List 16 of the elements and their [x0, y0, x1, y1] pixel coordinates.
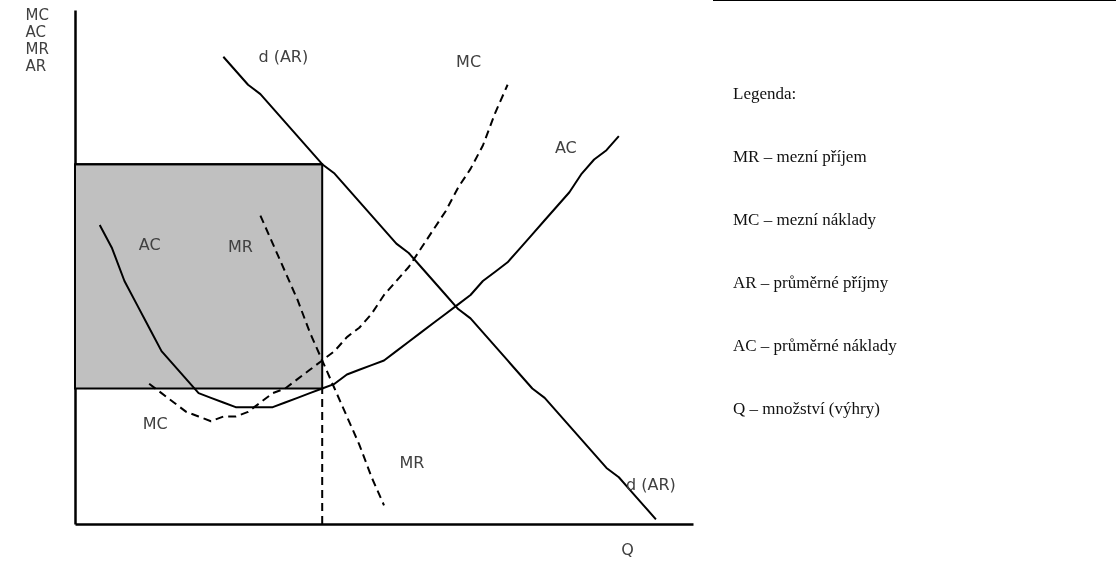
text: AC – průměrné náklady [733, 336, 897, 357]
text: MR [399, 453, 425, 473]
series-label: MR [227, 236, 253, 256]
text: AC [138, 234, 161, 254]
series-label: AC [554, 138, 577, 158]
x-axis-title: Q [621, 539, 634, 559]
text: Q – množství (výhry) [733, 399, 881, 420]
text: Legenda: [733, 84, 798, 105]
series-label: d (AR) [626, 475, 676, 495]
text: AR – průměrné příjmy [733, 273, 890, 294]
text: MC – mezní náklady [733, 210, 878, 231]
y-axis-title: MC AC MR AR [25, 5, 49, 75]
text: MC [456, 51, 482, 71]
text: d (AR) [258, 46, 309, 66]
text: MR – mezní příjem [733, 147, 868, 168]
series-label: MC [142, 413, 168, 433]
